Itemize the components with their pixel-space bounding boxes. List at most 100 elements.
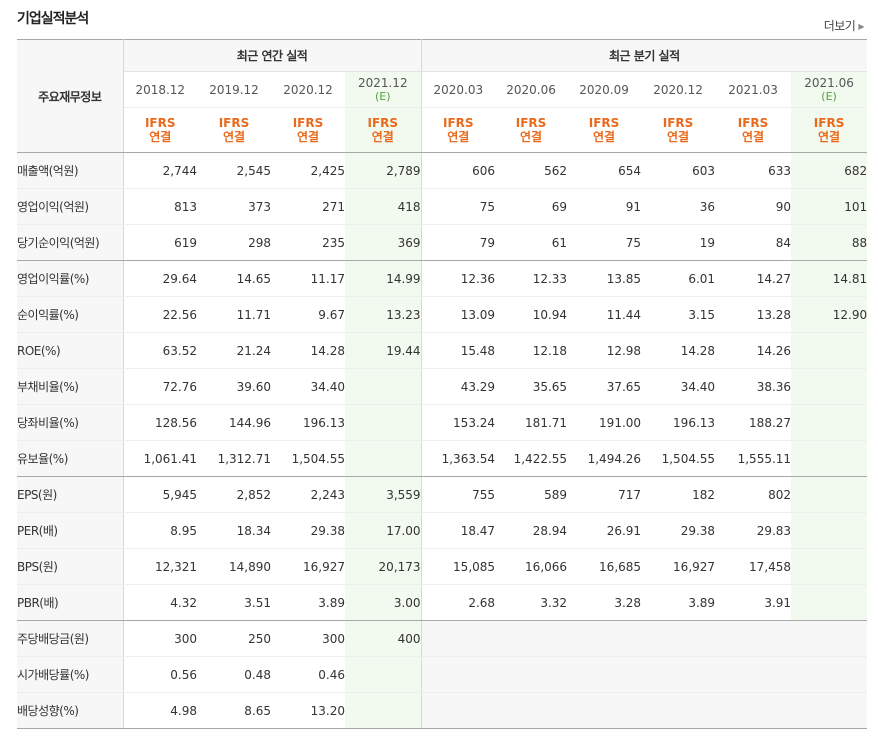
row-label: 당좌비율(%) (17, 404, 124, 441)
table-cell: 3.89 (271, 584, 345, 621)
period-header-row: 2018.12 2019.12 2020.12 2021.12 (E) 2020.03 20… (17, 71, 868, 108)
table-cell: 14.99 (345, 260, 422, 297)
period-header: 2021.12 (E) (345, 71, 422, 108)
table-cell (345, 404, 422, 441)
table-cell (791, 440, 868, 477)
table-cell: 3.15 (641, 296, 716, 333)
consolidation-label: 연결 (593, 130, 616, 144)
period-date: 2020.03 (433, 82, 484, 97)
table-cell: 11.71 (197, 296, 271, 333)
table-cell (715, 656, 792, 693)
table-cell: 12.33 (495, 260, 568, 297)
table-cell: 90 (715, 188, 792, 225)
table-row: 배당성향(%) 4.98 8.65 13.20 (17, 692, 868, 729)
table-cell: 88 (791, 224, 868, 261)
table-cell: 0.56 (123, 656, 197, 693)
table-cell: 13.23 (345, 296, 422, 333)
accounting-basis-row: IFRS 연결 IFRS 연결 IFRS 연결 IFRS 연결 IFRS 연결 IFRS 연결 IFRS… (17, 107, 868, 153)
accounting-standard-label: IFRS (515, 116, 547, 130)
estimate-marker: (E) (375, 89, 391, 103)
table-cell (791, 620, 868, 657)
accounting-basis-header: IFRS 연결 (345, 107, 422, 153)
financial-summary-table: 주요재무정보 최근 연간 실적 최근 분기 실적 2018.12 2019.12 2… (17, 39, 868, 729)
table-cell: 72.76 (123, 368, 197, 405)
table-cell: 188.27 (715, 404, 792, 441)
table-cell: 12.36 (421, 260, 496, 297)
accounting-basis-header: IFRS 연결 (715, 107, 792, 153)
table-cell (345, 440, 422, 477)
table-cell: 1,494.26 (567, 440, 642, 477)
period-date: 2020.06 (506, 82, 556, 97)
table-cell: 3.00 (345, 584, 422, 621)
table-row: 당기순이익(억원) 619 298 235 369 79 61 75 19 84 88 (17, 224, 868, 261)
table-cell: 22.56 (123, 296, 197, 333)
row-label: BPS(원) (17, 548, 124, 585)
table-row: 유보율(%) 1,061.41 1,312.71 1,504.55 1,363.54 1,… (17, 440, 868, 477)
row-label: 순이익률(%) (17, 296, 124, 333)
table-cell: 755 (421, 476, 496, 513)
table-cell: 12.90 (791, 296, 868, 333)
table-cell: 84 (715, 224, 792, 261)
table-cell: 373 (197, 188, 271, 225)
table-cell (641, 692, 716, 729)
table-cell: 16,685 (567, 548, 642, 585)
table-cell: 9.67 (271, 296, 345, 333)
table-cell: 12.98 (567, 332, 642, 369)
table-cell: 1,504.55 (271, 440, 345, 477)
table-cell: 182 (641, 476, 716, 513)
table-row: ROE(%) 63.52 21.24 14.28 19.44 15.48 12.18 12.9… (17, 332, 868, 369)
table-cell: 3.32 (495, 584, 568, 621)
quarter-group-header: 최근 분기 실적 (421, 39, 868, 72)
table-cell: 8.95 (123, 512, 197, 549)
table-cell: 12.18 (495, 332, 568, 369)
accounting-standard-label: IFRS (588, 116, 620, 130)
more-link[interactable]: 더보기 ▶ (823, 17, 865, 34)
consolidation-label: 연결 (296, 130, 320, 144)
table-cell: 128.56 (123, 404, 197, 441)
row-label: 배당성향(%) (17, 692, 124, 729)
row-header-label: 주요재무정보 (17, 39, 124, 153)
table-cell (421, 620, 496, 657)
more-link-label[interactable]: 더보기 (823, 19, 856, 33)
page-title: 기업실적분석 (17, 11, 89, 27)
table-cell: 3.89 (641, 584, 716, 621)
period-header: 2020.09 (567, 71, 642, 108)
table-row: 부채비율(%) 72.76 39.60 34.40 43.29 35.65 37.65 34.… (17, 368, 868, 405)
accounting-basis-header: IFRS 연결 (567, 107, 642, 153)
table-cell: 39.60 (197, 368, 271, 405)
table-row: PBR(배) 4.32 3.51 3.89 3.00 2.68 3.32 3.28 3.89 3.… (17, 584, 868, 621)
table-cell (421, 692, 496, 729)
table-cell: 298 (197, 224, 271, 261)
table-cell: 2.68 (421, 584, 496, 621)
accounting-basis-header: IFRS 연결 (495, 107, 568, 153)
table-cell: 14.28 (641, 332, 716, 369)
row-label: 매출액(억원) (17, 152, 124, 189)
table-cell: 20,173 (345, 548, 422, 585)
table-cell (791, 656, 868, 693)
chevron-right-icon[interactable]: ▶ (858, 22, 864, 31)
table-cell (495, 656, 568, 693)
accounting-standard-label: IFRS (443, 116, 474, 130)
table-cell: 418 (345, 188, 422, 225)
table-cell: 18.47 (421, 512, 496, 549)
table-cell: 15.48 (421, 332, 496, 369)
period-date: 2020.09 (579, 82, 629, 97)
table-cell: 3,559 (345, 476, 422, 513)
table-row: 영업이익(억원) 813 373 271 418 75 69 91 36 90 101 (17, 188, 868, 225)
accounting-basis-header: IFRS 연결 (421, 107, 496, 153)
accounting-standard-label: IFRS (367, 116, 399, 130)
table-cell: 14.28 (271, 332, 345, 369)
accounting-basis-header: IFRS 연결 (641, 107, 716, 153)
period-date: 2019.12 (209, 82, 259, 97)
table-cell: 144.96 (197, 404, 271, 441)
table-cell (791, 404, 868, 441)
table-cell: 3.51 (197, 584, 271, 621)
table-cell: 271 (271, 188, 345, 225)
table-cell (791, 584, 868, 621)
accounting-standard-label: IFRS (662, 116, 694, 130)
table-cell: 1,422.55 (495, 440, 568, 477)
table-cell: 19.44 (345, 332, 422, 369)
table-cell: 15,085 (421, 548, 496, 585)
accounting-basis-header: IFRS 연결 (123, 107, 197, 153)
table-cell (791, 368, 868, 405)
